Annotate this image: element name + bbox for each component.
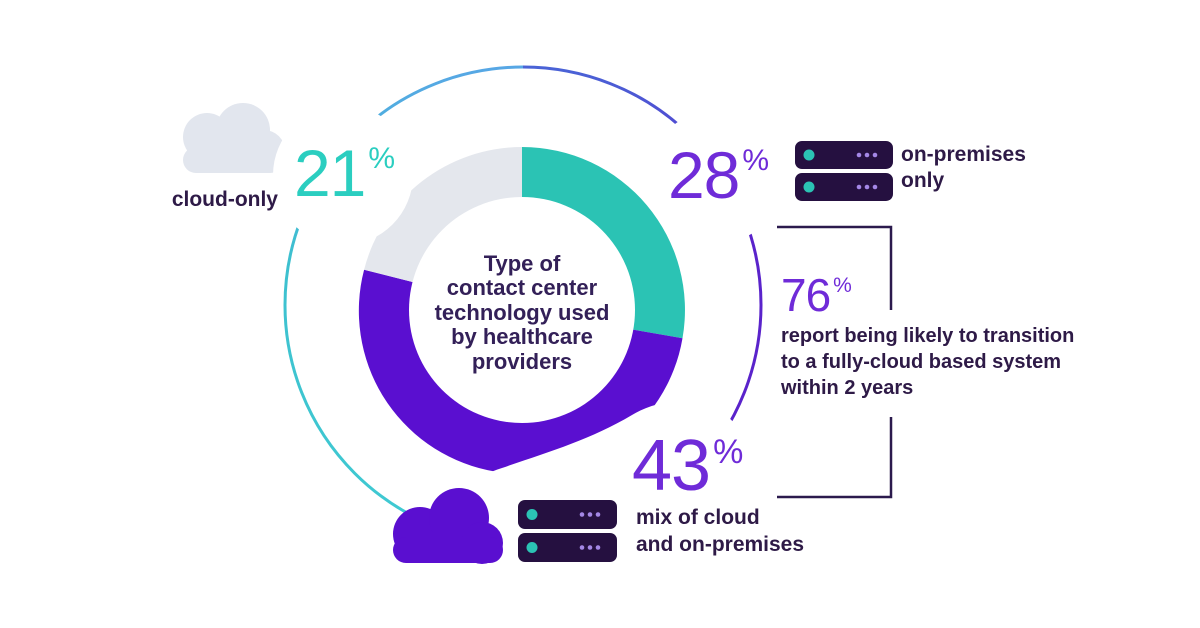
stat-76-percent-sign: % bbox=[833, 274, 852, 297]
stat-28-percent: 28 % bbox=[658, 138, 778, 212]
label-cloud-only: cloud-only bbox=[171, 188, 278, 211]
blob-43 bbox=[443, 401, 760, 576]
donut-center-title: Type of contact center technology used b… bbox=[402, 243, 642, 383]
stat-28-percent-sign: % bbox=[742, 144, 769, 177]
bracket-connector bbox=[777, 225, 893, 499]
donut-segment-on-premises bbox=[522, 147, 685, 339]
transition-note-line2: to a fully-cloud based system bbox=[781, 351, 1062, 373]
label-mix-line2: and on-premises bbox=[636, 533, 805, 556]
transition-note: report being likely to transition to a f… bbox=[781, 323, 1074, 401]
server-stack-icon-bottom bbox=[518, 500, 617, 562]
donut-title-line: technology used bbox=[434, 299, 610, 325]
label-on-premises: on-premises only bbox=[901, 142, 1026, 194]
donut-title-line: contact center bbox=[446, 275, 598, 301]
donut-segment-mix bbox=[358, 269, 683, 474]
transition-note-line3: within 2 years bbox=[781, 377, 914, 399]
bubble-28 bbox=[649, 110, 783, 244]
label-on-premises-line2: only bbox=[901, 169, 945, 192]
donut-title-line: providers bbox=[471, 348, 573, 374]
donut-title-line: by healthcare bbox=[451, 324, 593, 350]
donut-title-line: Type of bbox=[483, 250, 561, 276]
stat-43-value: 43 bbox=[632, 426, 711, 506]
stat-21-value: 21 bbox=[293, 136, 366, 210]
cloud-icon-gray bbox=[183, 103, 285, 173]
stat-21-percent: 21 % bbox=[285, 136, 403, 210]
stat-43-percent-sign: % bbox=[713, 433, 743, 471]
stat-28-value: 28 bbox=[667, 138, 740, 212]
label-on-premises-line1: on-premises bbox=[901, 143, 1026, 166]
cloud-icon-purple bbox=[393, 488, 503, 564]
stat-76-value: 76 bbox=[781, 269, 831, 321]
server-stack-icon-top bbox=[795, 141, 893, 201]
bubble-21 bbox=[273, 105, 413, 245]
label-mix-line1: mix of cloud bbox=[636, 506, 760, 529]
donut-segment-cloud-only bbox=[364, 147, 522, 283]
transition-note-line1: report being likely to transition bbox=[781, 325, 1075, 347]
stat-43-percent: 43 % bbox=[632, 426, 743, 506]
donut-center-hole bbox=[409, 197, 635, 423]
stat-76-percent: 76 % bbox=[781, 269, 852, 321]
label-mix: mix of cloud and on-premises bbox=[636, 504, 804, 558]
stat-21-percent-sign: % bbox=[368, 142, 395, 175]
